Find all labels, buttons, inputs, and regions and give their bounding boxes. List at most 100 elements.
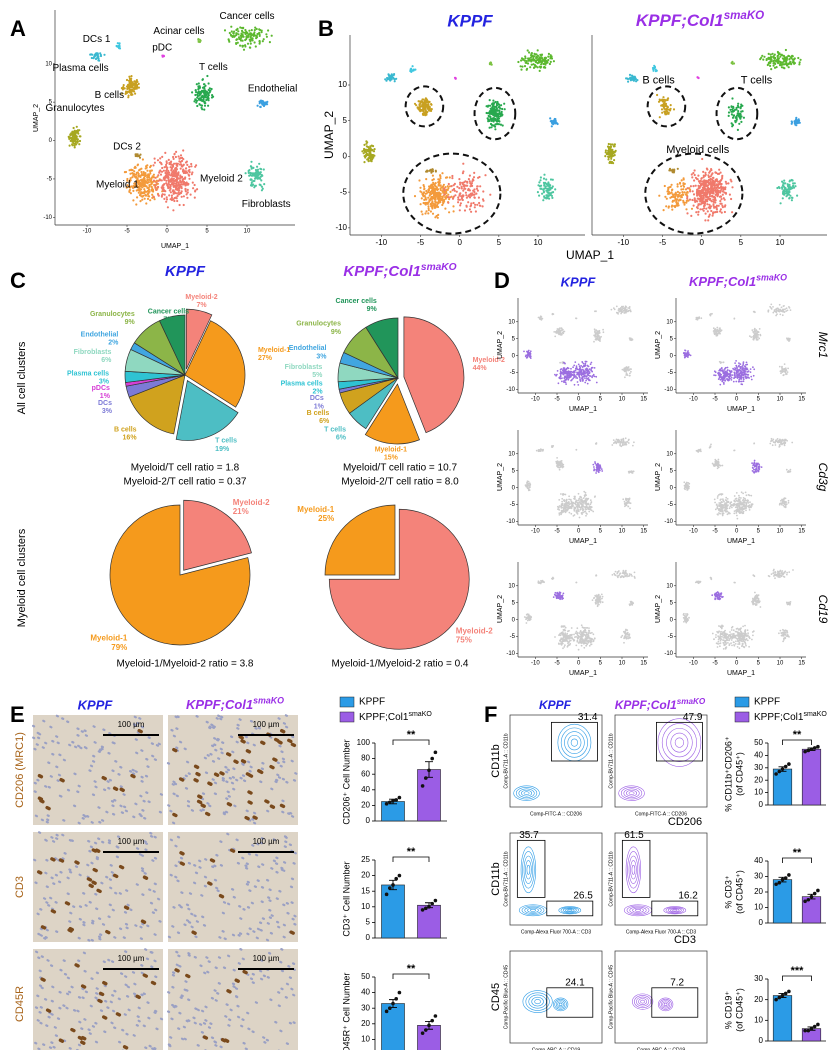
group-title: KPPF;Col1smaKO — [636, 10, 764, 30]
flow-contour — [531, 996, 544, 1007]
gene-label: Mrc1 — [816, 332, 830, 359]
cell-cluster — [778, 497, 790, 509]
pie-value-label: 9% — [367, 306, 378, 313]
data-point — [430, 1018, 435, 1023]
y-tick-label: 10 — [45, 61, 52, 67]
y-tick-label: 0 — [49, 138, 53, 144]
group-title-base: KPPF;Col1 — [636, 11, 724, 30]
flow-contour — [570, 738, 579, 747]
x-tick-label: 5 — [599, 529, 603, 535]
cluster-outline — [644, 152, 744, 235]
x-tick-label: -5 — [554, 661, 560, 667]
flow-contour — [557, 1001, 564, 1008]
data-point — [812, 1024, 817, 1029]
data-point — [777, 880, 782, 885]
flow-frame — [614, 950, 708, 1044]
x-tick-label: 10 — [619, 661, 626, 667]
data-point — [787, 873, 791, 877]
flow-contour — [520, 846, 537, 894]
cell-cluster — [727, 97, 745, 131]
cell-cluster — [718, 624, 724, 629]
pie-value-label: 6% — [336, 434, 347, 441]
cell-cluster — [551, 576, 555, 580]
cell-cluster — [161, 54, 166, 58]
x-tick-label: 5 — [599, 397, 603, 403]
cell-cluster — [748, 327, 762, 341]
pie-label: Myeloid-1 — [258, 347, 290, 354]
cell-cluster — [790, 116, 801, 127]
ihc-image — [33, 832, 163, 942]
y-tick-label: -10 — [506, 387, 515, 393]
y-tick-label: -10 — [43, 215, 52, 221]
x-tick-label: 0 — [165, 229, 169, 235]
y-tick-label: 10 — [666, 451, 673, 457]
flow-contour — [662, 1001, 669, 1008]
legend-label-sup: smaKO — [803, 711, 827, 718]
data-point — [433, 898, 438, 903]
pie-label: Plasma cells — [281, 381, 323, 388]
flow-contour — [518, 788, 535, 798]
x-tick-label: 15 — [798, 397, 805, 403]
cell-cluster — [549, 117, 559, 128]
x-axis-label: UMAP_1 — [566, 248, 614, 262]
significance-label: ** — [793, 847, 802, 859]
flow-gate — [656, 721, 703, 762]
panel-letter: E — [10, 702, 25, 727]
significance-bracket — [782, 739, 812, 745]
y-tick-label: 5 — [366, 918, 371, 927]
y-tick-label: 40 — [361, 785, 370, 794]
cell-cluster — [767, 568, 794, 580]
cell-cluster — [713, 495, 733, 517]
cell-cluster — [554, 361, 576, 385]
data-point — [394, 876, 399, 881]
gate-value: 31.4 — [578, 712, 598, 723]
cell-cluster — [191, 74, 215, 111]
x-tick-label: 0 — [699, 238, 704, 247]
y-tick-label: 80 — [361, 754, 370, 763]
pie-slice — [175, 379, 239, 441]
cell-cluster — [726, 360, 756, 386]
marker-label: CD45 — [490, 983, 502, 1011]
y-tick-label: 0 — [670, 485, 674, 491]
channel-label: Comp-BV711-A :: CD11b — [503, 733, 509, 788]
y-tick-label: 0 — [366, 933, 371, 942]
cell-cluster — [553, 327, 566, 338]
x-tick-label: 5 — [739, 238, 744, 247]
cell-cluster — [769, 437, 794, 448]
cluster-outline — [404, 85, 445, 128]
cell-cluster — [778, 628, 790, 643]
data-point — [388, 800, 392, 805]
flow-contour — [634, 908, 642, 912]
cell-cluster — [625, 73, 639, 83]
x-tick-label: -10 — [376, 238, 388, 247]
x-tick-label: 15 — [798, 529, 805, 535]
y-tick-label: 0 — [512, 485, 516, 491]
x-tick-label: -5 — [124, 229, 130, 235]
x-tick-label: -10 — [83, 229, 92, 235]
flow-contour — [527, 907, 539, 913]
x-tick-label: 5 — [497, 238, 502, 247]
significance-bracket — [782, 857, 812, 863]
x-tick-label: -10 — [531, 661, 540, 667]
ratio-text: Myeloid-1/Myeloid-2 ratio = 0.4 — [331, 659, 468, 670]
panel-letter: A — [10, 16, 26, 41]
cell-cluster — [686, 157, 734, 222]
pie-label: B cells — [307, 410, 330, 417]
cell-cluster — [485, 99, 506, 131]
gate-value: 61.5 — [624, 830, 644, 841]
cell-cluster — [683, 481, 691, 491]
data-point — [787, 989, 791, 994]
data-point — [427, 768, 431, 773]
pie-label: Myeloid-2 — [473, 357, 505, 364]
pie-value-label: 15% — [384, 455, 399, 462]
significance-bracket — [392, 856, 430, 862]
cell-cluster — [621, 366, 632, 379]
pie-label: Myeloid-1 — [375, 447, 407, 454]
flow-contour — [623, 788, 640, 798]
pie-label: Granulocytes — [296, 321, 341, 328]
flow-contour — [627, 851, 640, 889]
pie-slice — [324, 504, 396, 576]
flow-contour — [522, 990, 553, 1013]
cell-cluster — [682, 349, 692, 359]
ihc-stain — [37, 728, 143, 811]
